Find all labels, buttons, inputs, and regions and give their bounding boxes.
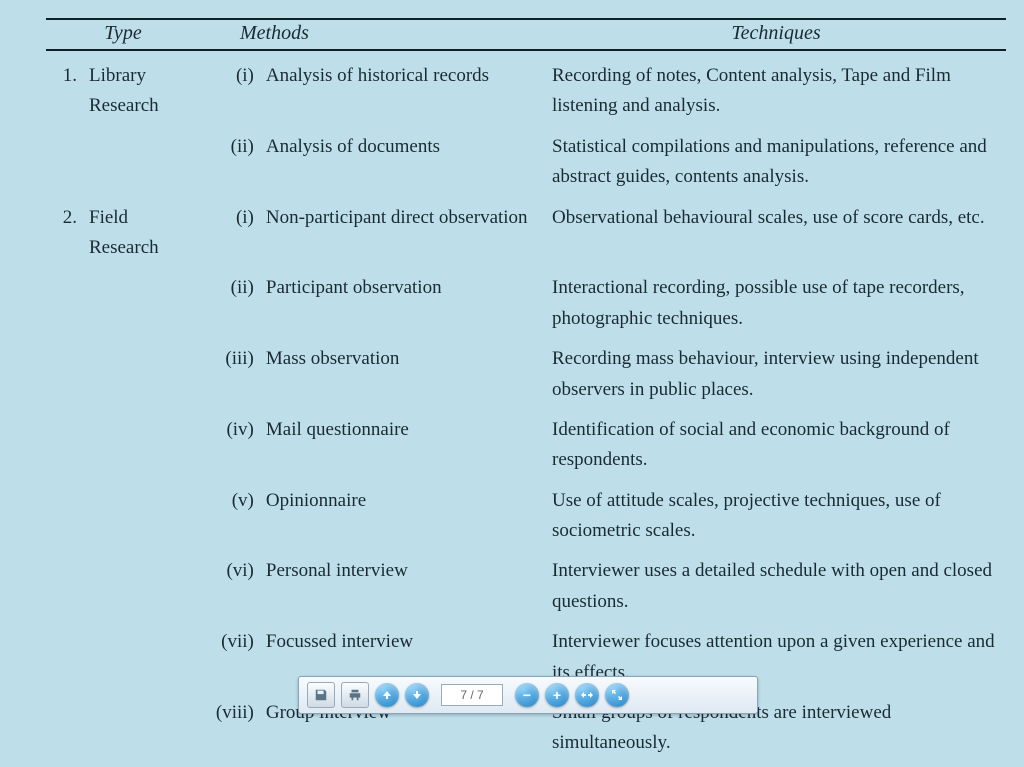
table-row: (ii) Analysis of documents Statistical c…: [46, 122, 1006, 193]
save-button[interactable]: [307, 682, 335, 708]
row-roman: (i): [200, 50, 260, 122]
table-header-row: Type Methods Techniques: [46, 19, 1006, 50]
table-row: (v) Opinionnaire Use of attitude scales,…: [46, 476, 1006, 547]
row-method: Analysis of historical records: [260, 50, 546, 122]
pdf-viewer-toolbar: 7 / 7 − +: [298, 676, 758, 714]
table-row: (iii) Mass observation Recording mass be…: [46, 334, 1006, 405]
fit-icon: [581, 690, 593, 700]
row-number: 1.: [46, 50, 83, 122]
row-technique: Recording of notes, Content analysis, Ta…: [546, 50, 1006, 122]
minus-icon: −: [523, 687, 531, 703]
fit-width-button[interactable]: [575, 683, 599, 707]
fullscreen-button[interactable]: [605, 683, 629, 707]
save-icon: [314, 688, 328, 702]
arrow-down-icon: [412, 690, 422, 700]
table-row: (ii) Participant observation Interaction…: [46, 263, 1006, 334]
table-row: (ix) Telephone survey Used as a survey t…: [46, 759, 1006, 767]
fullscreen-icon: [612, 690, 622, 700]
document-page: Type Methods Techniques 1. Library Resea…: [0, 0, 1024, 767]
zoom-in-button[interactable]: +: [545, 683, 569, 707]
table-row: 1. Library Research (i) Analysis of hist…: [46, 50, 1006, 122]
col-methods: Methods: [200, 19, 546, 50]
page-number-display[interactable]: 7 / 7: [441, 684, 503, 706]
table-row: (iv) Mail questionnaire Identification o…: [46, 405, 1006, 476]
zoom-out-button[interactable]: −: [515, 683, 539, 707]
page-down-button[interactable]: [405, 683, 429, 707]
print-icon: [348, 688, 362, 702]
research-methods-table: Type Methods Techniques 1. Library Resea…: [46, 18, 1006, 767]
col-techniques: Techniques: [546, 19, 1006, 50]
print-button[interactable]: [341, 682, 369, 708]
page-up-button[interactable]: [375, 683, 399, 707]
row-type: Library Research: [83, 50, 200, 122]
plus-icon: +: [553, 687, 561, 703]
table-row: 2. Field Research (i) Non-participant di…: [46, 193, 1006, 264]
col-type: Type: [46, 19, 200, 50]
arrow-up-icon: [382, 690, 392, 700]
table-row: (vi) Personal interview Interviewer uses…: [46, 546, 1006, 617]
